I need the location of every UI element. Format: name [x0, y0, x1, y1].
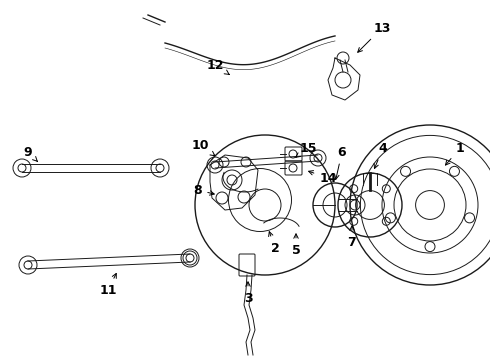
Text: 3: 3	[244, 282, 252, 305]
Text: 13: 13	[358, 22, 391, 52]
Text: 4: 4	[374, 141, 388, 168]
Text: 11: 11	[99, 274, 117, 297]
Text: 14: 14	[309, 171, 337, 185]
Text: 8: 8	[194, 184, 214, 197]
Text: 5: 5	[292, 234, 300, 257]
Text: 10: 10	[191, 139, 215, 156]
Text: 1: 1	[445, 141, 465, 165]
Text: 6: 6	[335, 145, 346, 179]
Text: 15: 15	[296, 141, 317, 157]
Text: 12: 12	[206, 59, 229, 75]
Text: 7: 7	[347, 226, 356, 248]
Text: 2: 2	[269, 231, 279, 255]
Text: 9: 9	[24, 145, 37, 161]
